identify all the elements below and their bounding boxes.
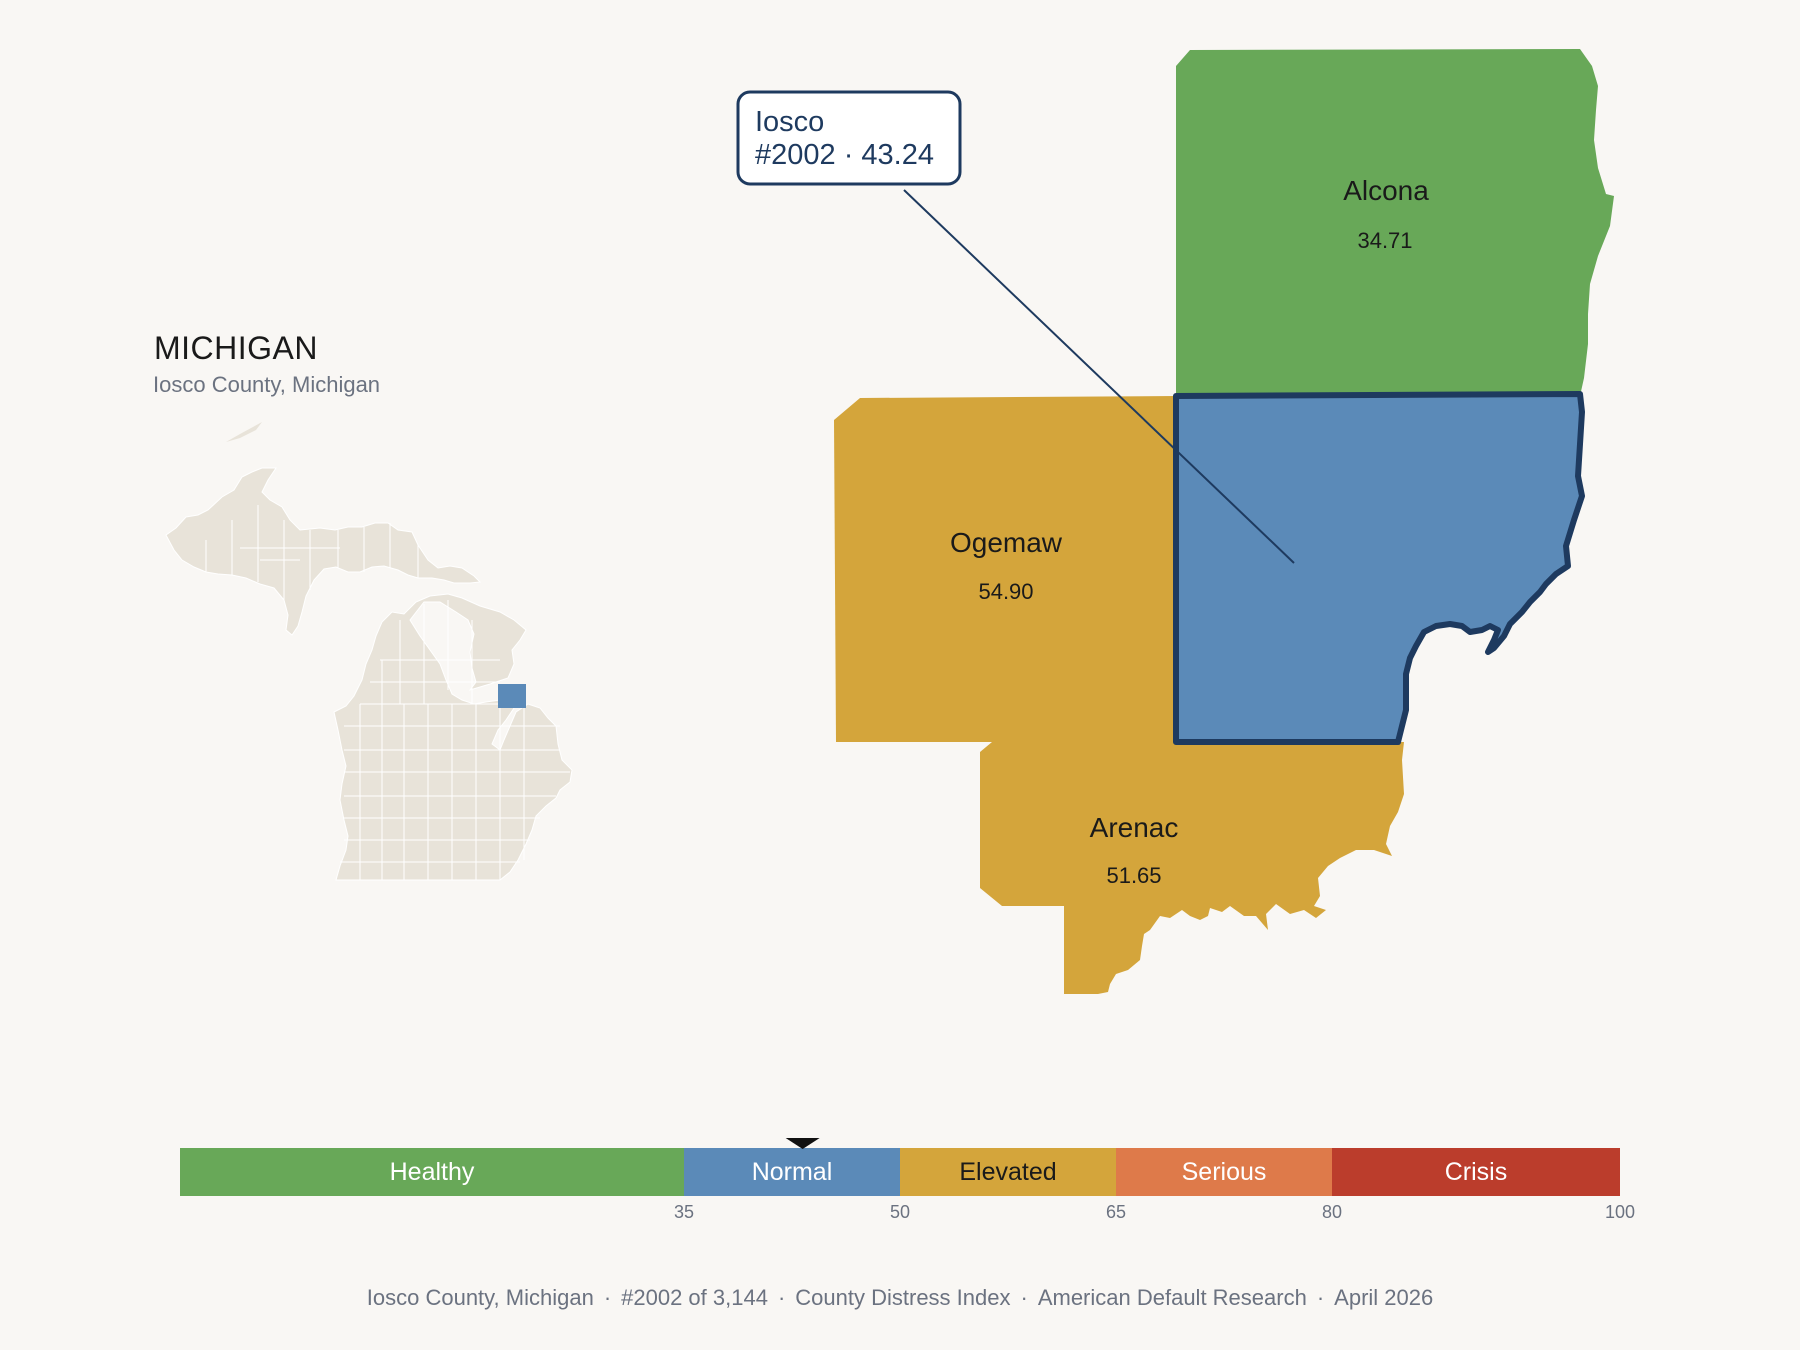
legend-label-healthy: Healthy	[390, 1158, 475, 1186]
county-value-arenac: 51.65	[1106, 863, 1161, 888]
callout-rank-value: #2002 · 43.24	[755, 139, 934, 171]
footer: Iosco County, Michigan · #2002 of 3,144 · Co…	[366, 1285, 1434, 1310]
locator-lp-county-lines	[340, 600, 570, 880]
legend-tick-label: 35	[674, 1202, 694, 1222]
legend-label-normal: Normal	[752, 1158, 833, 1186]
legend-segment-healthy	[180, 1148, 684, 1196]
legend-label-serious: Serious	[1182, 1158, 1267, 1186]
legend-tick-label: 65	[1106, 1202, 1126, 1222]
county-iosco[interactable]	[1173, 391, 1585, 745]
county-arenac[interactable]	[980, 742, 1404, 994]
legend-tick-label: 100	[1605, 1202, 1635, 1222]
state-title: MICHIGAN	[154, 330, 318, 366]
footer-item: April 2026	[1334, 1285, 1434, 1310]
legend-segment-elevated	[900, 1148, 1116, 1196]
county-value-ogemaw: 54.90	[978, 579, 1033, 604]
legend-marker	[785, 1138, 820, 1149]
county-label-arenac: Arenac	[1090, 812, 1179, 843]
detail-map: Alcona 34.71 Ogemaw 54.90 Arenac 51.65 I…	[736, 49, 1614, 994]
locator-isle-royale	[226, 422, 262, 442]
county-ogemaw[interactable]	[834, 396, 1176, 742]
locator-highlight-iosco	[498, 684, 526, 708]
footer-item: American Default Research	[1037, 1285, 1307, 1310]
locator-map	[165, 422, 573, 881]
county-label-alcona: Alcona	[1343, 175, 1429, 206]
legend-label-crisis: Crisis	[1445, 1158, 1508, 1186]
legend-segment-normal	[684, 1148, 900, 1196]
locator-lower-peninsula	[333, 593, 573, 881]
county-alcona[interactable]	[1176, 49, 1614, 396]
county-label-ogemaw: Ogemaw	[950, 527, 1063, 558]
legend-segment-serious	[1116, 1148, 1332, 1196]
locator-upper-peninsula	[165, 467, 482, 636]
footer-item: Iosco County, Michigan	[366, 1285, 594, 1310]
footer-item: #2002 of 3,144	[621, 1285, 768, 1310]
footer-item: County Distress Index	[795, 1285, 1011, 1310]
legend-tick-label: 80	[1322, 1202, 1342, 1222]
locator-up-county-lines	[205, 505, 419, 600]
legend-tick-label: 50	[890, 1202, 910, 1222]
legend-segment-crisis	[1332, 1148, 1620, 1196]
callout-county-name: Iosco	[755, 106, 824, 138]
legend-label-elevated: Elevated	[959, 1158, 1056, 1186]
callout-box	[736, 90, 962, 186]
callout-leader-line	[903, 189, 1295, 564]
legend-scale: Healthy Normal Elevated Serious Crisis 35 50 65…	[180, 1138, 1635, 1222]
state-subtitle: Iosco County, Michigan	[153, 372, 381, 397]
county-value-alcona: 34.71	[1357, 228, 1412, 253]
